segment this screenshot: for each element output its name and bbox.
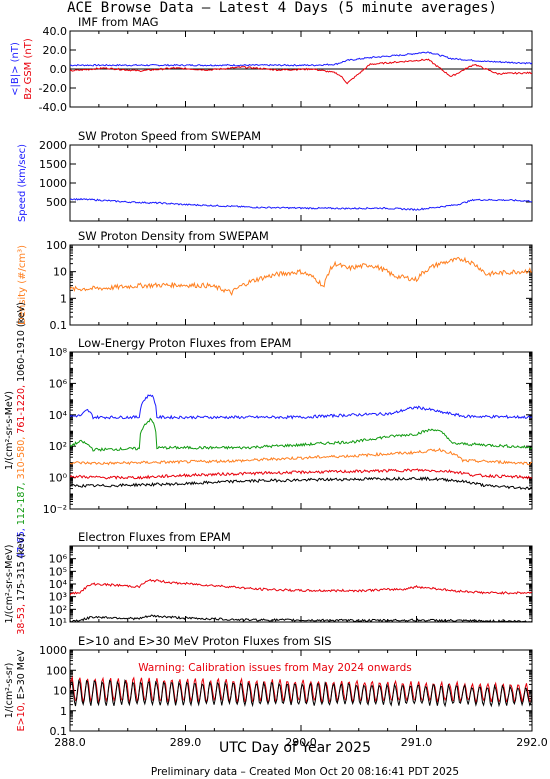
y-axis-label-part: 1060-1910 (keV) — [16, 302, 27, 385]
y-tick-label: 10⁶ — [49, 377, 68, 390]
y-axis-label: Bz GSM (nT) — [23, 38, 34, 100]
y-axis-label-part: 38-53, — [16, 604, 27, 635]
y-tick-label: 0.1 — [50, 319, 68, 332]
y-tick-label: 2000 — [39, 139, 67, 152]
x-tick-label: 288.0 — [54, 736, 86, 749]
y-tick-label: 10¹ — [49, 616, 67, 629]
figure-footer: Preliminary data – Created Mon Oct 20 08… — [151, 766, 459, 778]
y-tick-label: -40.0 — [39, 101, 67, 114]
y-tick-label: 10 — [53, 266, 67, 279]
y-axis-label: 1/(cm²-sr-s-MeV) — [4, 391, 15, 470]
y-tick-label: 20.0 — [43, 44, 68, 57]
series-line-4 — [70, 468, 532, 480]
y-tick-label: 10⁵ — [49, 565, 67, 578]
x-tick-label: 291.0 — [401, 736, 433, 749]
y-axis-label-part: 47-65, — [16, 528, 27, 559]
panel-title: IMF from MAG — [78, 15, 159, 29]
panel-2: SW Proton Speed from SWEPAM 2000 1500 1000 5… — [17, 129, 533, 222]
panel-5: Electron Fluxes from EPAM 10⁶10⁵10⁴10³10²… — [4, 530, 533, 635]
series-line-1 — [70, 256, 532, 296]
y-tick-label: 10² — [49, 603, 67, 616]
y-tick-label: 10 — [53, 685, 67, 698]
y-tick-label: 100 — [46, 664, 67, 677]
y-tick-label: -20.0 — [39, 82, 67, 95]
panel-4: Low-Energy Proton Fluxes from EPAM 10⁸ 10⁶… — [4, 302, 533, 559]
series-line-1 — [70, 394, 532, 420]
x-axis-label: UTC Day of Year 2025 — [219, 740, 371, 756]
series-line-2 — [70, 678, 532, 708]
y-axis-label-part: 112-187, — [16, 482, 27, 528]
panel-frame — [69, 351, 533, 510]
panel-3: SW Proton Density from SWEPAM 100 10 1 0.1 De… — [17, 229, 533, 332]
panel-title: E>10 and E>30 MeV Proton Fluxes from SIS — [78, 634, 332, 648]
y-axis-label-part: E>30 MeV — [16, 649, 27, 702]
series-line-2 — [70, 614, 532, 622]
y-tick-label: 40.0 — [43, 25, 68, 38]
y-tick-label: 10⁶ — [49, 553, 68, 566]
series-line-3 — [70, 447, 532, 466]
y-axis-label-part: <|B|> (nT) — [10, 42, 21, 96]
series-line-2 — [70, 58, 532, 85]
panel-frame — [69, 144, 533, 222]
panel-frame — [69, 545, 533, 623]
panel-6: E>10 and E>30 MeV Proton Fluxes from SIS… — [4, 634, 533, 738]
series-line-2 — [70, 417, 532, 452]
panel-1: IMF from MAG 40.0 20.0 0.0 -20.0 -40.0 <|B|> (… — [10, 15, 533, 114]
y-tick-label: 1 — [60, 292, 67, 305]
y-tick-label: 10⁰ — [49, 472, 68, 485]
y-tick-label: 100 — [46, 239, 67, 252]
y-axis-label: <|B|> (nT) — [10, 42, 21, 96]
y-tick-label: 1000 — [39, 177, 67, 190]
y-axis-label: 38-53, 175-315 (keV) — [16, 533, 27, 634]
y-tick-label: 10² — [49, 440, 67, 453]
y-axis-label-part: 175-315 (keV) — [16, 533, 27, 604]
y-tick-label: 10⁻² — [43, 503, 67, 516]
y-tick-label: 10⁸ — [49, 346, 68, 359]
x-tick-label: 290.0 — [285, 736, 317, 749]
y-tick-label: 0.1 — [50, 725, 68, 738]
y-axis-label-part: Bz GSM (nT) — [23, 38, 34, 100]
y-tick-label: 0.0 — [50, 63, 68, 76]
figure-title: ACE Browse Data – Latest 4 Days (5 minut… — [67, 0, 497, 16]
y-axis-label: Speed (km/sec) — [17, 144, 28, 222]
series-line-5 — [70, 476, 532, 491]
x-tick-label: 289.0 — [170, 736, 202, 749]
y-axis-label: Density (#/cm³) — [17, 245, 28, 325]
panel-title: Electron Fluxes from EPAM — [78, 530, 231, 544]
warning-annotation: Warning: Calibration issues from May 202… — [138, 662, 412, 674]
y-axis-label: 1/(cm²-s-sr) — [4, 663, 15, 719]
y-tick-label: 1 — [60, 705, 67, 718]
y-tick-label: 1500 — [39, 158, 67, 171]
y-tick-label: 10³ — [49, 591, 67, 604]
y-tick-label: 500 — [46, 196, 67, 209]
series-line-1 — [70, 197, 532, 211]
series-line-1 — [70, 51, 532, 67]
panel-title: Low-Energy Proton Fluxes from EPAM — [78, 336, 291, 350]
y-axis-label-part: 310-580, — [16, 437, 27, 483]
panel-title: SW Proton Speed from SWEPAM — [78, 129, 261, 143]
x-tick-label: 292.0 — [516, 736, 548, 749]
y-axis-label-part: 761-1220, — [16, 385, 27, 437]
y-tick-label: 10⁴ — [49, 578, 68, 591]
y-axis-label-part: E>10, — [16, 702, 27, 731]
y-tick-label: 1000 — [39, 644, 67, 657]
y-tick-label: 10⁴ — [49, 409, 68, 422]
panel-title: SW Proton Density from SWEPAM — [78, 229, 269, 243]
series-line-1 — [70, 578, 532, 596]
y-axis-label: 1/(cm²-sr-s-MeV) — [4, 545, 15, 624]
y-axis-label: 47-65, 112-187, 310-580, 761-1220, 1060-… — [16, 302, 27, 559]
y-axis-label: E>10, E>30 MeV — [16, 649, 27, 731]
